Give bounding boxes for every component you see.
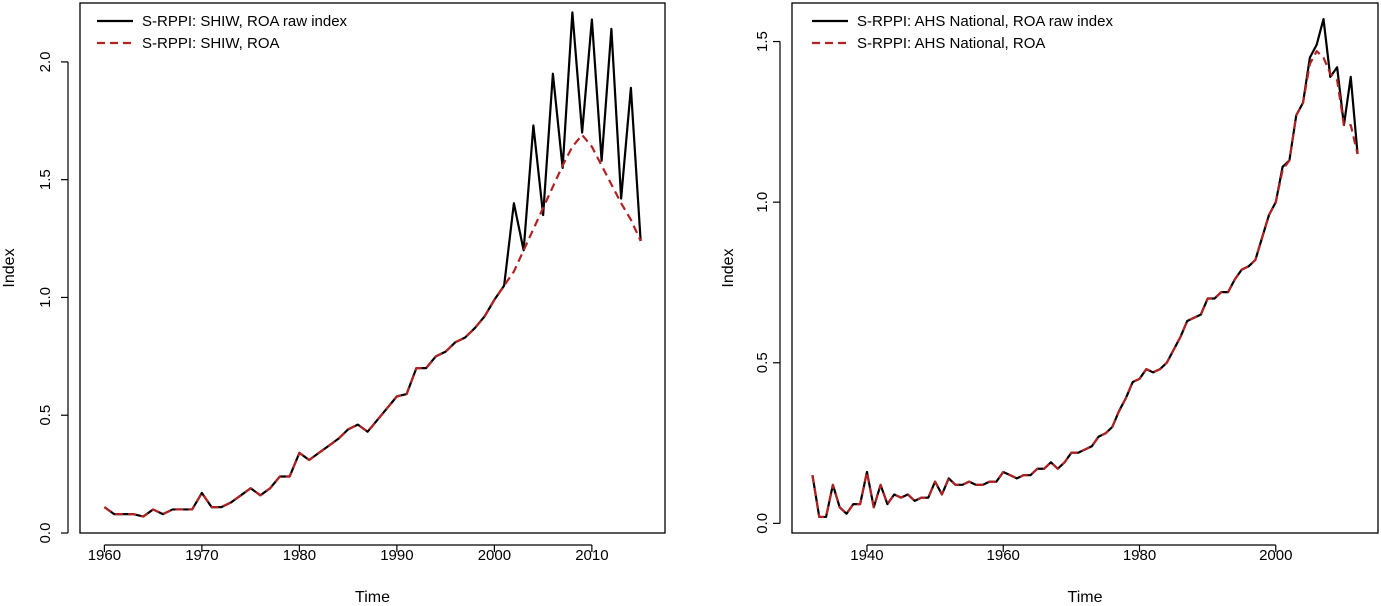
y-tick-label: 0.5: [754, 352, 771, 373]
x-tick-label: 1960: [88, 547, 121, 564]
y-tick-label: 2.0: [37, 51, 54, 72]
plot-frame: [791, 2, 1379, 534]
x-tick-label: 1960: [987, 547, 1020, 564]
x-tick-label: 2010: [575, 547, 608, 564]
legend-label: S-RPPI: SHIW, ROA raw index: [142, 13, 348, 30]
y-tick-label: 0.0: [754, 513, 771, 534]
y-tick-label: 1.0: [37, 287, 54, 308]
x-tick-label: 1970: [185, 547, 218, 564]
x-tick-label: 1980: [1123, 547, 1156, 564]
x-tick-label: 2000: [1259, 547, 1292, 564]
x-axis-title: Time: [1068, 589, 1103, 606]
left-chart-panel: 1960 1970 1980 1990 2000 2010 0.0 0.5 1.0 1.5 2.0 T…: [1, 2, 666, 606]
x-tick-label: 1980: [283, 547, 316, 564]
y-axis-title: Index: [1, 248, 18, 287]
legend-label: S-RPPI: AHS National, ROA: [857, 35, 1045, 52]
roa-series-line: [103, 133, 642, 518]
y-axis-title: Index: [720, 248, 737, 287]
right-chart-panel: 1940 1960 1980 2000 0.0 0.5 1.0 1.5 Time Index S-R…: [720, 2, 1379, 606]
raw-index-series-line: [811, 17, 1359, 519]
plot-frame: [79, 2, 666, 534]
roa-series-line: [811, 50, 1359, 519]
x-tick-label: 1940: [850, 547, 883, 564]
legend-label: S-RPPI: AHS National, ROA raw index: [857, 13, 1113, 30]
x-tick-label: 2000: [478, 547, 511, 564]
x-tick-label: 1990: [380, 547, 413, 564]
y-tick-label: 0.5: [37, 405, 54, 426]
x-axis-title: Time: [355, 589, 390, 606]
legend-label: S-RPPI: SHIW, ROA: [142, 35, 280, 52]
y-tick-label: 0.0: [37, 523, 54, 544]
y-tick-label: 1.5: [754, 31, 771, 52]
raw-index-series-line: [103, 11, 642, 518]
y-tick-label: 1.5: [37, 169, 54, 190]
y-tick-label: 1.0: [754, 192, 771, 213]
